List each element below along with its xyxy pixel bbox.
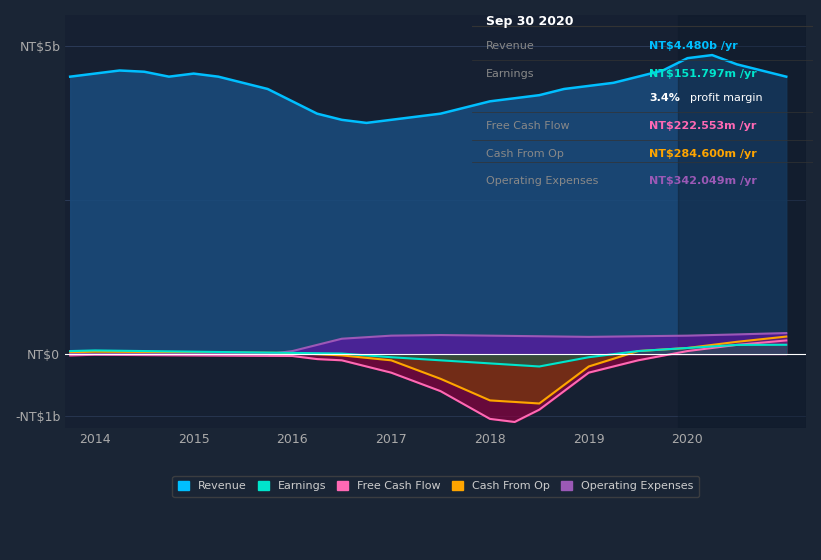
Text: Operating Expenses: Operating Expenses [486,176,598,186]
Text: 3.4%: 3.4% [649,94,680,104]
Bar [677,15,806,428]
Text: Cash From Op: Cash From Op [486,149,563,159]
Text: NT$342.049m /yr: NT$342.049m /yr [649,176,757,186]
Text: Earnings: Earnings [486,69,534,79]
Text: profit margin: profit margin [690,94,763,104]
Text: Revenue: Revenue [486,41,534,52]
Text: Free Cash Flow: Free Cash Flow [486,121,569,131]
Text: NT$4.480b /yr: NT$4.480b /yr [649,41,738,52]
Text: NT$222.553m /yr: NT$222.553m /yr [649,121,757,131]
Text: NT$151.797m /yr: NT$151.797m /yr [649,69,757,79]
Legend: Revenue, Earnings, Free Cash Flow, Cash From Op, Operating Expenses: Revenue, Earnings, Free Cash Flow, Cash … [172,476,699,497]
Text: NT$284.600m /yr: NT$284.600m /yr [649,149,757,159]
Text: Sep 30 2020: Sep 30 2020 [486,15,573,28]
